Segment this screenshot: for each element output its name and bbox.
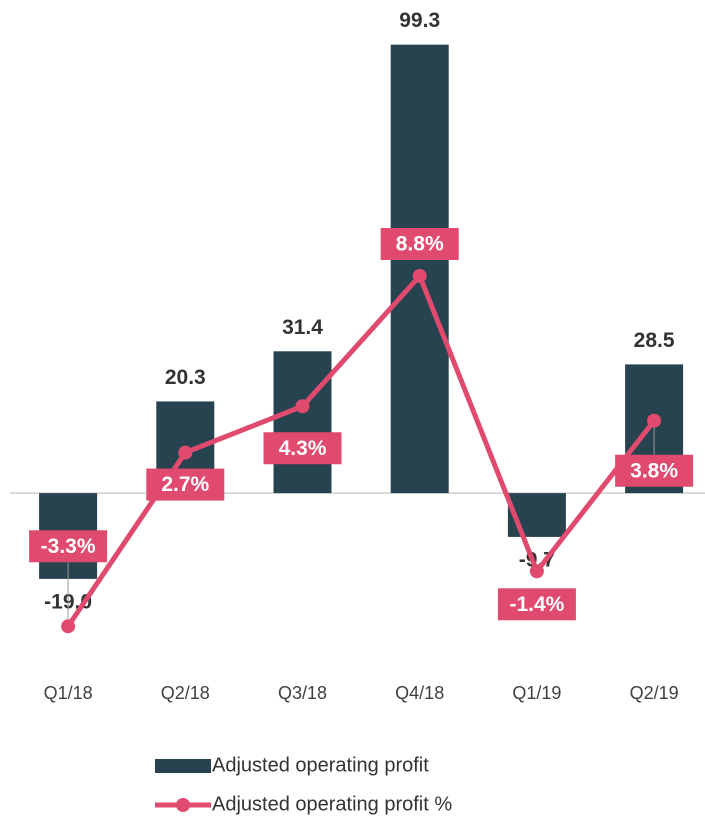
bar-value-label: 31.4 xyxy=(282,316,323,339)
line-label-box xyxy=(615,454,694,487)
line-value-label: -1.4% xyxy=(509,593,564,616)
x-tick-label: Q2/19 xyxy=(630,683,679,703)
legend-label: Adjusted operating profit xyxy=(212,754,429,776)
x-tick-label: Q1/19 xyxy=(512,683,561,703)
x-tick-label: Q1/18 xyxy=(44,683,93,703)
line-value-label: 3.8% xyxy=(630,459,678,482)
line-point xyxy=(647,413,662,428)
legend-swatch-point xyxy=(176,798,190,812)
bar xyxy=(273,351,332,494)
x-tick-label: Q4/18 xyxy=(395,683,444,703)
line-label-box xyxy=(497,588,576,621)
line-point xyxy=(295,399,310,414)
legend-label: Adjusted operating profit % xyxy=(212,793,452,815)
line-value-label: 8.8% xyxy=(396,233,444,256)
x-tick-label: Q2/18 xyxy=(161,683,210,703)
line-point xyxy=(178,445,193,460)
bar-value-label: 99.3 xyxy=(399,9,440,32)
x-tick-label: Q3/18 xyxy=(278,683,327,703)
line-label-box xyxy=(380,227,459,260)
bar-value-label: 28.5 xyxy=(634,329,675,352)
line-label-box xyxy=(29,530,108,563)
line-point xyxy=(412,268,427,283)
line xyxy=(66,273,657,628)
line-label-box xyxy=(263,432,342,465)
bar-value-label: 20.3 xyxy=(165,366,206,389)
bar xyxy=(390,44,449,494)
line-point xyxy=(61,619,76,634)
line-value-label: -3.3% xyxy=(41,535,96,558)
line-value-label: 4.3% xyxy=(279,437,327,460)
line-point xyxy=(529,564,544,579)
legend-swatch xyxy=(155,759,211,773)
line-value-label: 2.7% xyxy=(161,473,209,496)
line-label-box xyxy=(146,468,225,501)
bar xyxy=(507,493,566,537)
